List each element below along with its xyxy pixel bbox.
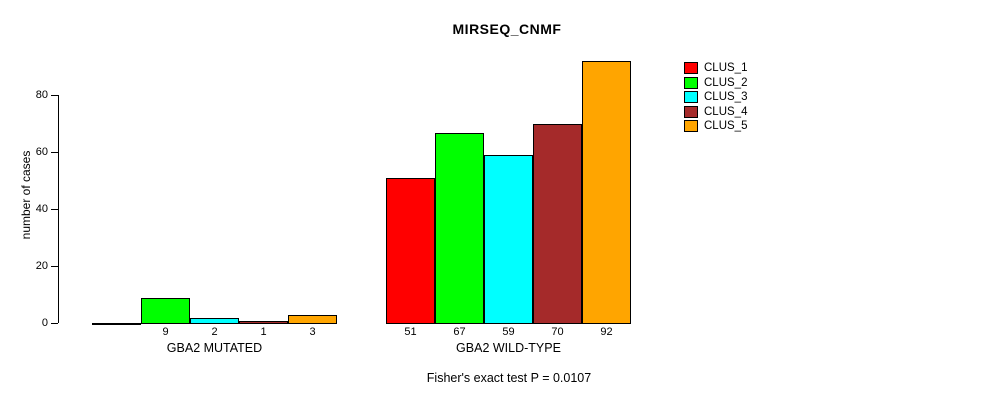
legend-item: CLUS_1 (684, 61, 747, 76)
y-axis-line (58, 95, 59, 324)
chart-title: MIRSEQ_CNMF (452, 21, 562, 37)
bar-value-label: 67 (453, 326, 466, 338)
legend-label: CLUS_4 (704, 105, 748, 118)
legend-item: CLUS_2 (684, 76, 747, 91)
y-tick-mark (51, 208, 58, 210)
y-tick-mark (51, 94, 58, 96)
bar-value-label: 70 (551, 326, 564, 338)
y-tick-mark (51, 151, 58, 153)
y-tick-label: 60 (35, 145, 48, 158)
legend-label: CLUS_1 (704, 62, 748, 74)
bar-value-label: 3 (309, 326, 316, 338)
legend-label: CLUS_2 (704, 76, 748, 89)
annotation-text: Fisher's exact test P = 0.0107 (426, 371, 592, 385)
bar-clus_4 (239, 320, 288, 324)
bar-clus_4 (533, 123, 582, 324)
legend-swatch (684, 91, 698, 104)
legend-swatch (684, 62, 698, 75)
legend: CLUS_1 CLUS_2 CLUS_3 CLUS_4 CLUS_5 (684, 61, 747, 134)
legend-item: CLUS_5 (684, 119, 747, 134)
bar-clus_2 (141, 297, 190, 324)
legend-label: CLUS_3 (704, 91, 748, 103)
y-tick-label: 20 (35, 259, 48, 272)
bar-clus_3 (190, 317, 239, 324)
y-tick-label: 40 (35, 202, 48, 215)
group-label: GBA2 MUTATED (166, 341, 263, 355)
legend-label: CLUS_5 (704, 120, 748, 132)
bar-value-label: 9 (162, 326, 169, 338)
bar-value-label: 59 (502, 326, 515, 338)
legend-swatch (684, 105, 698, 118)
legend-item: CLUS_3 (684, 90, 747, 105)
legend-swatch (684, 76, 698, 89)
bar-clus_2 (435, 132, 484, 324)
bar-clus_1 (386, 177, 435, 324)
bar-value-label: 1 (260, 326, 267, 338)
y-tick-label: 0 (41, 317, 48, 329)
y-tick-mark (51, 323, 58, 324)
bar-value-label: 51 (404, 326, 417, 338)
y-axis-label: number of cases (19, 150, 33, 240)
legend-item: CLUS_4 (684, 105, 747, 120)
group-label: GBA2 WILD-TYPE (456, 341, 561, 355)
bar-value-label: 92 (600, 326, 613, 338)
legend-swatch (684, 120, 698, 133)
y-tick-label: 80 (35, 88, 48, 101)
bar-clus_3 (484, 154, 533, 324)
bar-clus_1 (92, 322, 141, 325)
bar-clus_5 (582, 60, 631, 324)
bar-clus_5 (288, 314, 337, 324)
y-tick-mark (51, 265, 58, 267)
bar-value-label: 2 (211, 326, 218, 338)
